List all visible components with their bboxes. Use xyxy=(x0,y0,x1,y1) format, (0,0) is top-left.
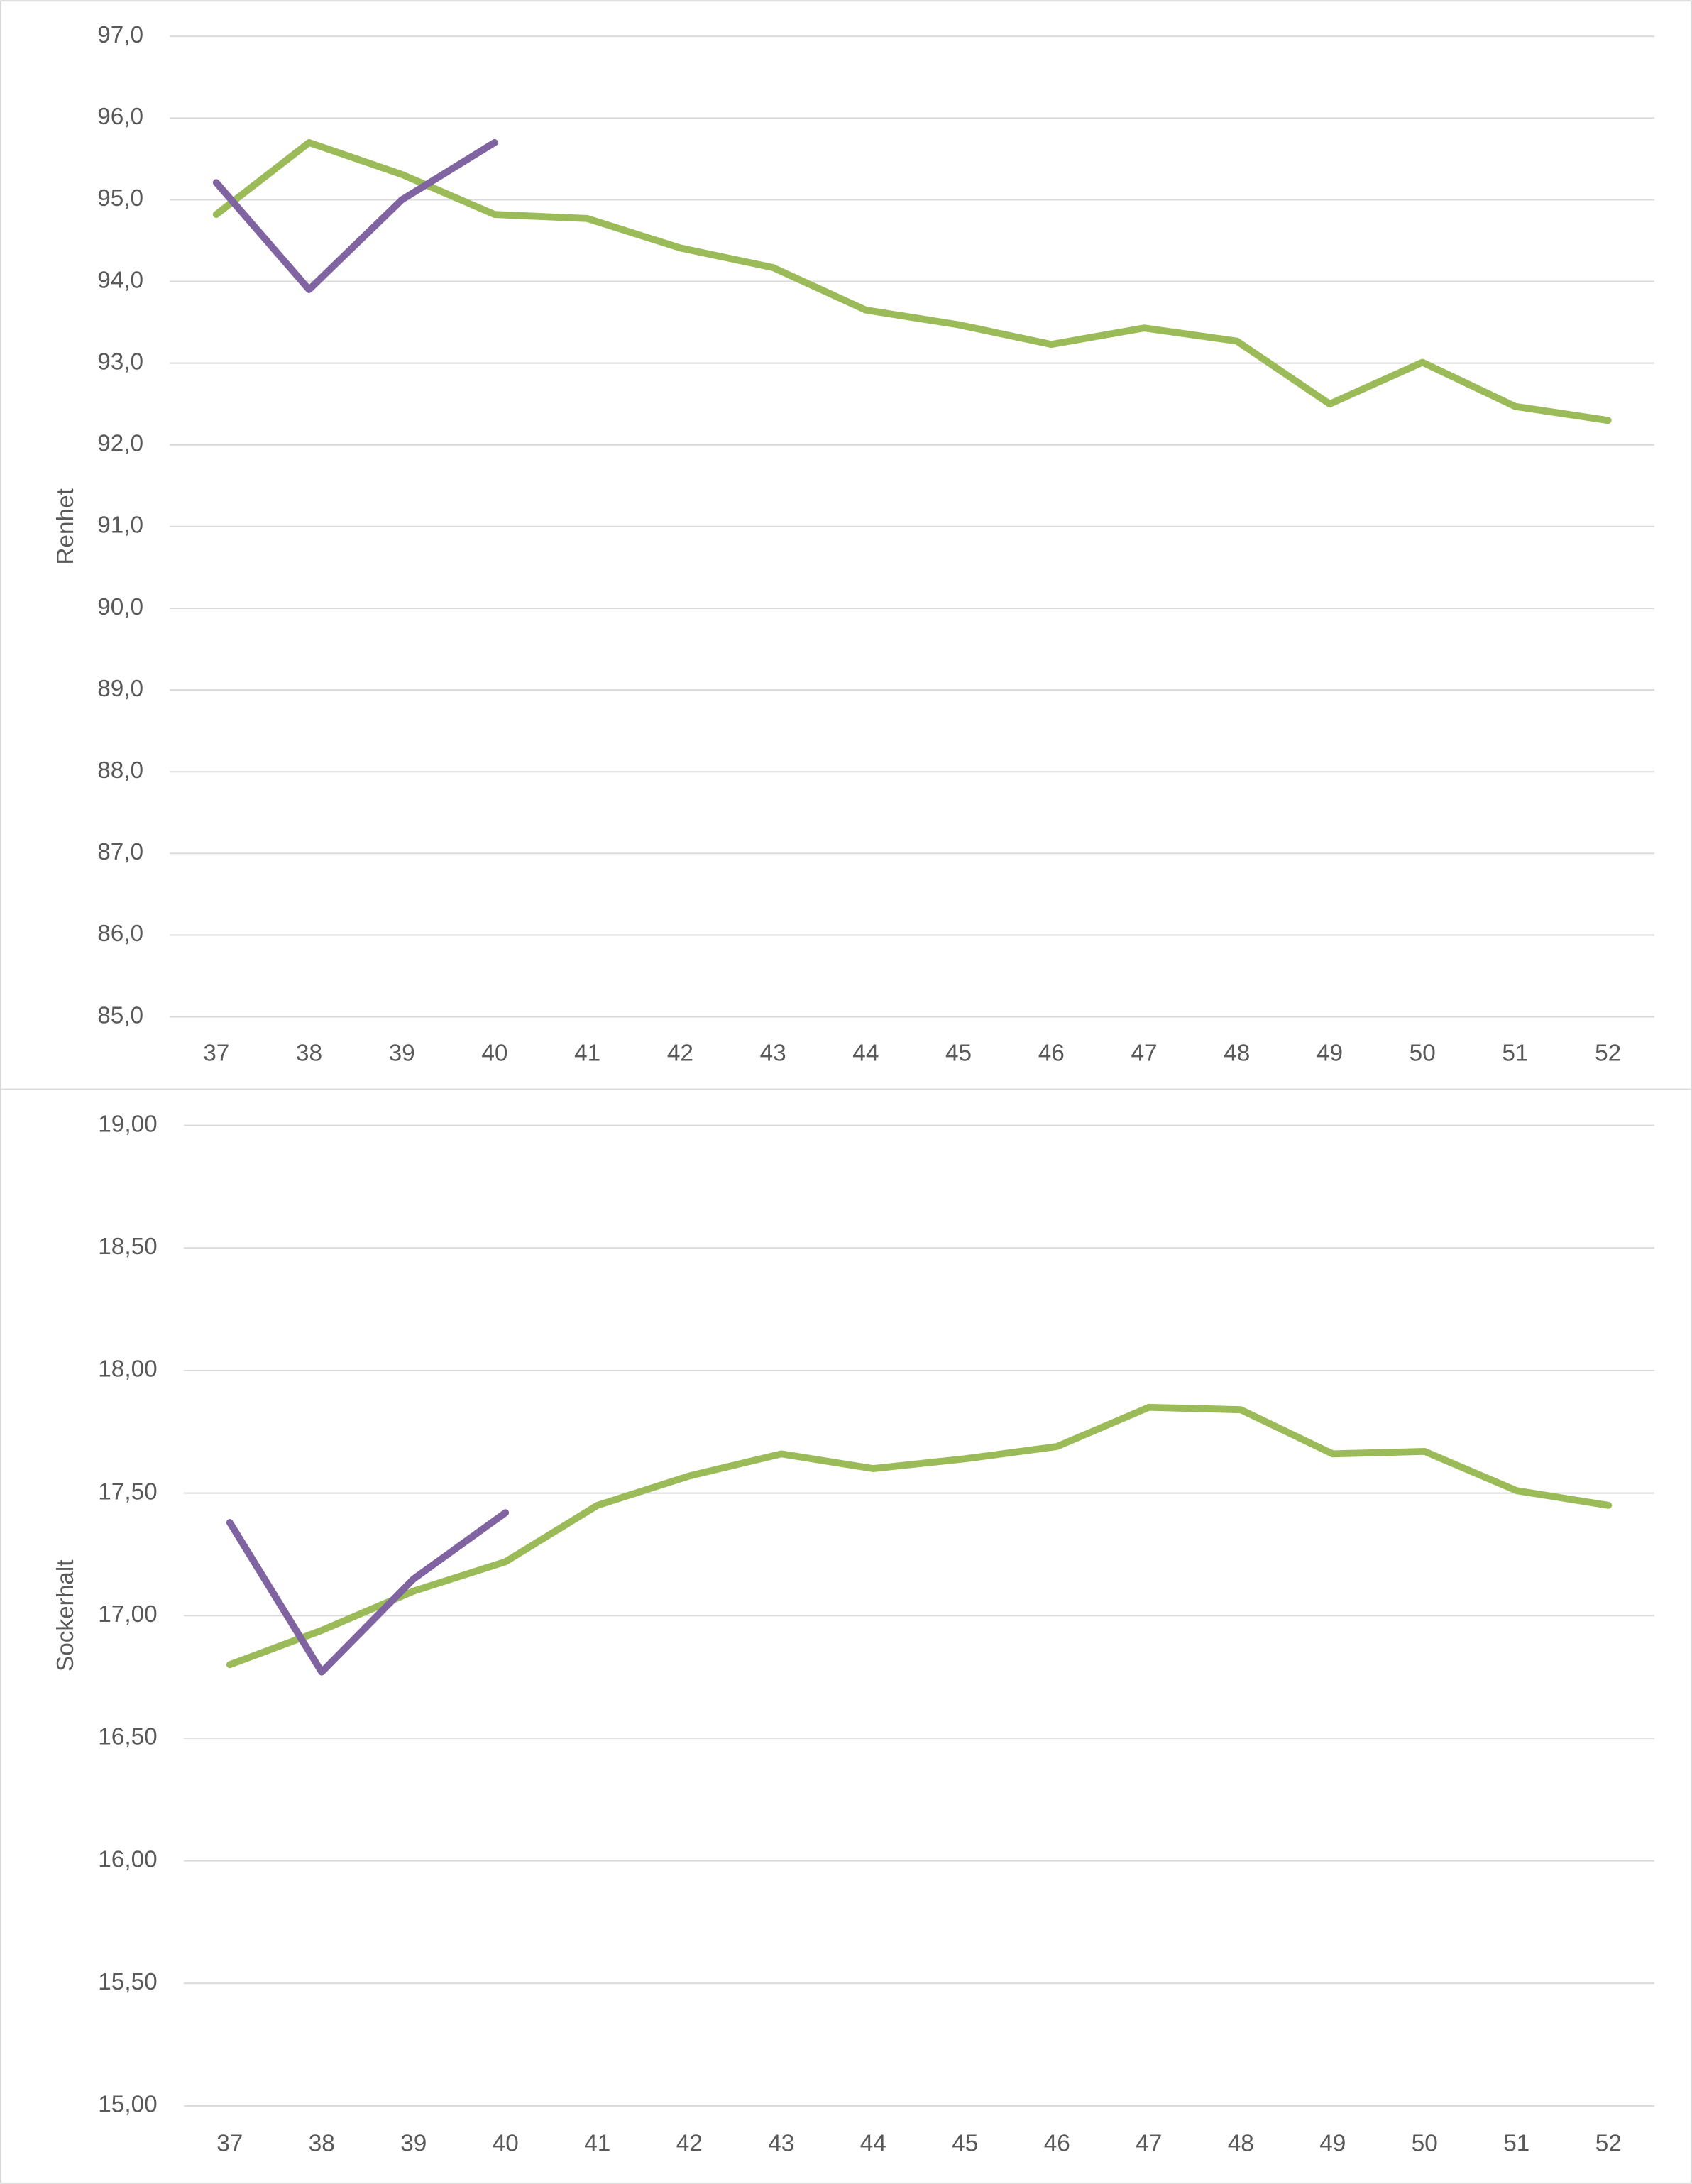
y-tick-label: 18,50 xyxy=(98,1234,157,1260)
line-series xyxy=(226,1509,510,1676)
x-tick-label: 38 xyxy=(296,1040,322,1066)
line-series xyxy=(226,1403,1613,1669)
x-tick-label: 42 xyxy=(676,2131,703,2157)
y-tick-label: 15,50 xyxy=(98,1969,157,1995)
y-tick-label: 85,0 xyxy=(97,1002,143,1028)
x-tick-label: 48 xyxy=(1224,1040,1250,1066)
line-series xyxy=(212,138,498,293)
y-tick-label: 15,00 xyxy=(98,2092,157,2118)
x-tick-label: 39 xyxy=(400,2131,427,2157)
y-tick-label: 16,00 xyxy=(98,1846,157,1872)
x-tick-label: 43 xyxy=(760,1040,786,1066)
x-tick-label: 49 xyxy=(1317,1040,1343,1066)
y-tick-label: 96,0 xyxy=(97,104,143,130)
y-tick-label: 91,0 xyxy=(97,512,143,539)
y-tick-label: 97,0 xyxy=(97,22,143,48)
x-tick-label: 39 xyxy=(389,1040,415,1066)
x-tick-label: 52 xyxy=(1595,2131,1622,2157)
x-tick-label: 46 xyxy=(1038,1040,1065,1066)
x-tick-label: 49 xyxy=(1319,2131,1346,2157)
x-tick-label: 48 xyxy=(1228,2131,1254,2157)
y-tick-label: 95,0 xyxy=(97,185,143,212)
x-tick-label: 51 xyxy=(1502,1040,1528,1066)
y-tick-label: 19,00 xyxy=(98,1111,157,1137)
line-series xyxy=(212,138,1612,424)
y-axis-label: Sockerhalt xyxy=(53,1559,79,1672)
x-tick-label: 43 xyxy=(768,2131,794,2157)
y-tick-label: 90,0 xyxy=(97,594,143,620)
x-tick-label: 40 xyxy=(493,2131,519,2157)
y-tick-label: 92,0 xyxy=(97,431,143,457)
x-tick-label: 41 xyxy=(584,2131,610,2157)
x-tick-label: 47 xyxy=(1131,1040,1157,1066)
x-tick-label: 40 xyxy=(481,1040,507,1066)
y-tick-label: 89,0 xyxy=(97,676,143,702)
y-tick-label: 86,0 xyxy=(97,921,143,947)
x-tick-label: 46 xyxy=(1044,2131,1070,2157)
y-axis-label: Renhet xyxy=(53,488,79,564)
x-tick-label: 45 xyxy=(952,2131,978,2157)
y-tick-label: 87,0 xyxy=(97,839,143,865)
y-tick-label: 93,0 xyxy=(97,349,143,375)
y-tick-label: 16,50 xyxy=(98,1724,157,1750)
x-tick-label: 37 xyxy=(203,1040,229,1066)
x-tick-label: 44 xyxy=(852,1040,879,1066)
x-tick-label: 50 xyxy=(1410,1040,1436,1066)
x-tick-label: 50 xyxy=(1412,2131,1438,2157)
x-tick-label: 42 xyxy=(667,1040,693,1066)
x-tick-label: 41 xyxy=(574,1040,600,1066)
x-tick-label: 52 xyxy=(1595,1040,1621,1066)
x-tick-label: 44 xyxy=(860,2131,886,2157)
y-tick-label: 17,00 xyxy=(98,1601,157,1628)
x-tick-label: 45 xyxy=(945,1040,972,1066)
y-tick-label: 88,0 xyxy=(97,757,143,784)
y-tick-label: 18,00 xyxy=(98,1356,157,1383)
y-tick-label: 17,50 xyxy=(98,1478,157,1505)
x-tick-label: 47 xyxy=(1136,2131,1162,2157)
x-tick-label: 37 xyxy=(216,2131,243,2157)
y-tick-label: 94,0 xyxy=(97,267,143,293)
x-tick-label: 38 xyxy=(309,2131,335,2157)
x-tick-label: 51 xyxy=(1503,2131,1529,2157)
